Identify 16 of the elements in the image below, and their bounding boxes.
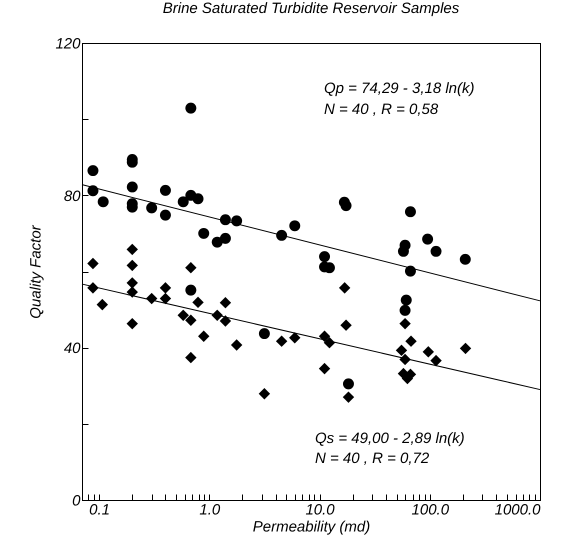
- y-axis-title: Quality Factor: [27, 224, 44, 319]
- x-tick-label: 10.0: [305, 502, 336, 518]
- chart-title: Brine Saturated Turbidite Reservoir Samples: [162, 0, 460, 17]
- x-tick-label: 100.0: [411, 502, 450, 518]
- x-tick-label: 1.0: [199, 502, 221, 518]
- x-axis-title: Permeability (md): [252, 518, 370, 536]
- x-tick-label: 1000.0: [494, 502, 542, 518]
- y-tick-label: 0: [72, 492, 82, 510]
- annotation: N = 40 , R = 0,58: [324, 101, 439, 118]
- y-tick-label: 120: [55, 36, 82, 52]
- y-tick-label: 40: [64, 340, 82, 358]
- y-tick-label: 80: [64, 188, 82, 205]
- annotation: Qp = 74,29 - 3,18 ln(k): [324, 80, 475, 97]
- x-tick-label: 0.1: [89, 502, 110, 518]
- annotation: N = 40 , R = 0,72: [315, 450, 430, 467]
- annotation: Qs = 49,00 - 2,89 ln(k): [315, 430, 465, 447]
